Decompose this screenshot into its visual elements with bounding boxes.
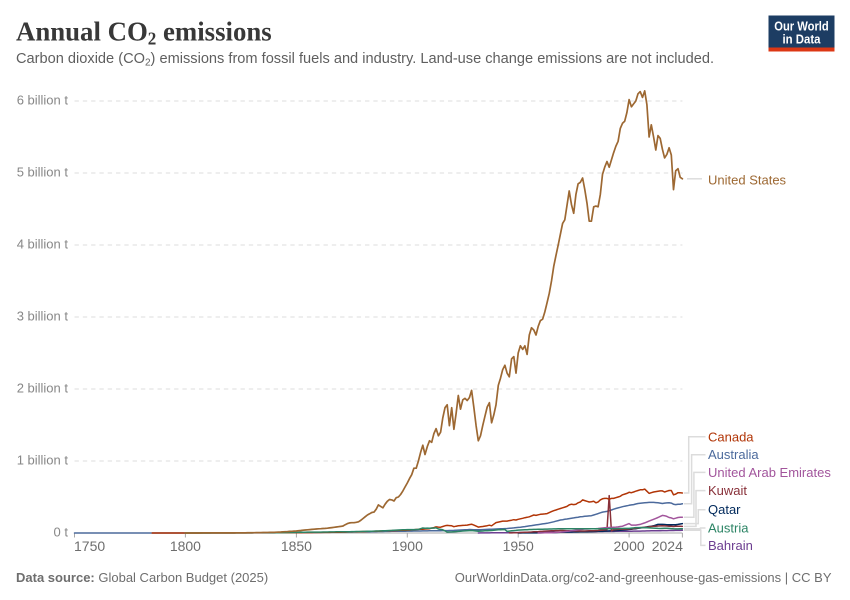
svg-text:1800: 1800 xyxy=(170,538,201,554)
svg-text:1750: 1750 xyxy=(74,538,105,554)
svg-text:Annual CO2 emissions: Annual CO2 emissions xyxy=(16,16,272,48)
svg-text:Canada: Canada xyxy=(708,429,754,444)
svg-text:United Arab Emirates: United Arab Emirates xyxy=(708,465,831,480)
svg-text:6 billion t: 6 billion t xyxy=(17,93,69,108)
svg-text:Qatar: Qatar xyxy=(708,502,741,517)
svg-text:1 billion t: 1 billion t xyxy=(17,453,69,468)
svg-text:United States: United States xyxy=(708,173,787,188)
svg-text:Bahrain: Bahrain xyxy=(708,538,753,553)
svg-text:4 billion t: 4 billion t xyxy=(17,237,69,252)
svg-text:1950: 1950 xyxy=(503,538,534,554)
svg-text:Austria: Austria xyxy=(708,521,749,536)
svg-text:2 billion t: 2 billion t xyxy=(17,381,69,396)
svg-text:Data source: Global Carbon Bud: Data source: Global Carbon Budget (2025) xyxy=(16,570,268,585)
svg-text:Kuwait: Kuwait xyxy=(708,483,747,498)
svg-text:2024: 2024 xyxy=(652,538,683,554)
svg-text:3 billion t: 3 billion t xyxy=(17,309,69,324)
svg-text:in Data: in Data xyxy=(783,32,822,46)
svg-text:1850: 1850 xyxy=(281,538,312,554)
svg-text:0 t: 0 t xyxy=(54,525,69,540)
svg-text:5 billion t: 5 billion t xyxy=(17,165,69,180)
svg-text:2000: 2000 xyxy=(614,538,645,554)
svg-text:1900: 1900 xyxy=(392,538,423,554)
svg-text:Australia: Australia xyxy=(708,447,759,462)
svg-text:Our World: Our World xyxy=(774,19,829,33)
svg-text:Carbon dioxide (CO2) emissions: Carbon dioxide (CO2) emissions from foss… xyxy=(16,51,714,69)
svg-text:OurWorldinData.org/co2-and-gre: OurWorldinData.org/co2-and-greenhouse-ga… xyxy=(455,570,832,585)
